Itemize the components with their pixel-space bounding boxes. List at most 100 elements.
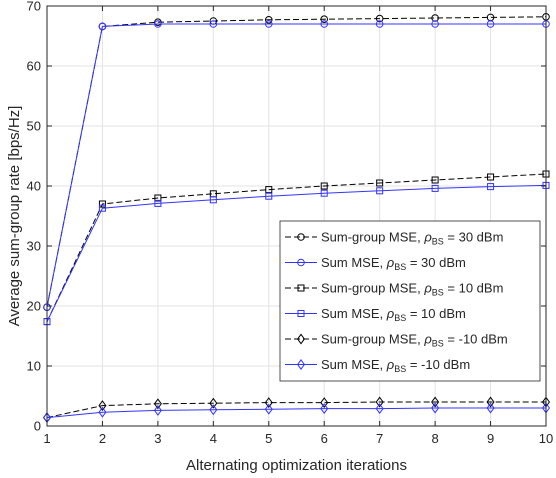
legend-label-part: Sum MSE, [321, 255, 387, 270]
y-tick-label: 60 [27, 59, 41, 74]
legend-marker [297, 233, 305, 241]
series-line [46, 173, 547, 322]
x-tick-label: 6 [321, 431, 328, 446]
legend-label-part: = 30 dBm [444, 230, 504, 245]
legend-label-part: ρ [423, 281, 432, 296]
legend-entry: Sum-group MSE, ρBS = -10 dBm [285, 332, 508, 349]
legend-entry: Sum-group MSE, ρBS = 30 dBm [285, 230, 503, 247]
data-point [264, 403, 273, 415]
data-point [431, 396, 440, 408]
legend-marker [297, 310, 305, 317]
data-point [264, 16, 273, 24]
data-point [265, 186, 273, 194]
legend-label-part: BS [394, 313, 406, 323]
data-point [431, 176, 439, 184]
y-tick-label: 30 [27, 239, 41, 254]
legend-box [279, 220, 541, 382]
legend-label-part: BS [432, 288, 444, 298]
legend-entry: Sum MSE, ρBS = 10 dBm [285, 306, 466, 323]
legend-label-part: Sum MSE, [321, 306, 387, 321]
data-point [486, 396, 495, 408]
data-point [376, 187, 384, 195]
data-point [264, 397, 273, 409]
legend-label-part: = 10 dBm [444, 281, 504, 296]
data-point [375, 396, 384, 408]
data-point [320, 182, 328, 190]
y-tick-label: 50 [27, 119, 41, 134]
data-point [320, 189, 328, 197]
legend-label-part: BS [432, 237, 444, 247]
data-point [431, 14, 439, 22]
data-point [265, 192, 273, 200]
data-point [154, 194, 162, 202]
legend-label-part: BS [394, 364, 406, 374]
legend-entry: Sum-group MSE, ρBS = 10 dBm [285, 281, 503, 298]
series-line [46, 407, 546, 419]
legend-label: Sum-group MSE, ρBS = -10 dBm [321, 332, 508, 349]
data-point [98, 200, 106, 208]
x-tick-label: 5 [265, 431, 272, 446]
legend-label-part: ρ [386, 255, 395, 270]
data-point [98, 22, 107, 31]
series-3 [43, 170, 550, 326]
data-point [375, 20, 384, 28]
data-point [320, 403, 329, 415]
data-point [209, 397, 218, 409]
plot-frame [46, 5, 547, 427]
y-tick-label: 20 [27, 299, 41, 314]
data-point [98, 204, 106, 212]
legend-label: Sum-group MSE, ρBS = 30 dBm [321, 230, 503, 247]
data-point [486, 402, 495, 414]
data-point [154, 20, 162, 28]
data-point [264, 20, 273, 28]
series-2 [43, 20, 550, 312]
x-tick-label: 10 [539, 431, 553, 446]
legend-label-part: = 10 dBm [406, 306, 466, 321]
x-tick-label: 8 [431, 431, 438, 446]
legend-marker [297, 258, 305, 267]
legend-label-part: ρ [386, 357, 395, 372]
series-line [46, 23, 546, 308]
data-point [487, 173, 495, 181]
data-point [375, 403, 384, 415]
data-point [487, 183, 495, 191]
data-point [209, 196, 217, 204]
data-point [486, 20, 495, 28]
y-axis-label: Average sum-group rate [bps/Hz] [6, 106, 23, 327]
y-tick-label: 40 [27, 179, 41, 194]
legend-label-part: Sum-group MSE, [321, 332, 424, 347]
y-tick-label: 70 [27, 0, 41, 14]
series-5 [42, 396, 551, 424]
legend-label-part: = -10 dBm [444, 332, 508, 347]
legend-label: Sum MSE, ρBS = -10 dBm [321, 357, 470, 374]
x-tick-label: 3 [154, 431, 161, 446]
y-tick-label: 0 [34, 419, 41, 434]
series-line [46, 184, 547, 322]
data-point [153, 398, 162, 410]
data-point [320, 20, 329, 28]
legend-label-part: Sum MSE, [321, 357, 387, 372]
x-tick-label: 4 [210, 431, 217, 446]
legend-entry: Sum MSE, ρBS = 30 dBm [285, 255, 466, 272]
x-tick-label: 7 [376, 431, 383, 446]
legend-label-part: = -10 dBm [406, 357, 470, 372]
x-tick-label: 1 [43, 431, 50, 446]
legend-label-part: Sum-group MSE, [321, 281, 424, 296]
series-line [46, 401, 546, 419]
y-tick-label: 10 [27, 359, 41, 374]
legend-label: Sum MSE, ρBS = 30 dBm [321, 255, 466, 272]
data-point [320, 15, 329, 24]
legend-label-part: BS [432, 339, 444, 349]
legend-marker [296, 359, 306, 370]
series-6 [42, 402, 551, 424]
data-point [376, 179, 384, 187]
data-point [431, 184, 439, 192]
legend-marker [296, 333, 306, 345]
legend-entry: Sum MSE, ρBS = -10 dBm [285, 357, 470, 374]
data-point [209, 404, 218, 416]
legend-label: Sum MSE, ρBS = 10 dBm [321, 306, 466, 323]
data-point [209, 20, 218, 28]
data-point [375, 14, 384, 23]
legend-marker [297, 284, 305, 292]
